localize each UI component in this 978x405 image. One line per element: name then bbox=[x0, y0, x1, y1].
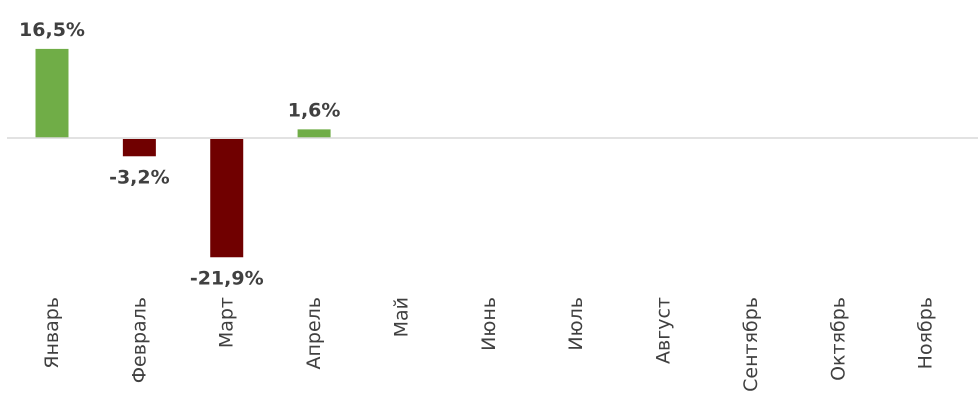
category-label-4: Апрель bbox=[303, 297, 325, 370]
category-labels-layer: Январь Февраль Март Апрель Май Июнь Июль Август… bbox=[41, 297, 937, 392]
category-label-3: Март bbox=[216, 297, 238, 348]
category-label-9: Сентябрь bbox=[740, 297, 762, 392]
data-label-4: 1,6% bbox=[288, 99, 341, 121]
category-label-10: Октябрь bbox=[827, 297, 849, 381]
category-label-7: Июль bbox=[565, 297, 587, 351]
data-label-1: 16,5% bbox=[19, 19, 85, 41]
bars-layer bbox=[35, 48, 331, 258]
bar-2 bbox=[122, 139, 156, 157]
category-label-6: Июнь bbox=[478, 297, 500, 351]
category-label-11: Ноябрь bbox=[915, 297, 937, 369]
category-label-5: Май bbox=[390, 297, 412, 337]
category-label-8: Август bbox=[653, 297, 675, 364]
data-label-2: -3,2% bbox=[109, 166, 170, 188]
value-labels-layer: 16,5% -3,2% -21,9% 1,6% bbox=[19, 19, 340, 289]
bar-4 bbox=[297, 129, 331, 138]
bar-3 bbox=[210, 139, 244, 258]
category-label-1: Январь bbox=[41, 297, 63, 369]
data-label-3: -21,9% bbox=[190, 267, 264, 289]
bar-1 bbox=[35, 48, 69, 138]
category-label-2: Февраль bbox=[128, 297, 150, 383]
